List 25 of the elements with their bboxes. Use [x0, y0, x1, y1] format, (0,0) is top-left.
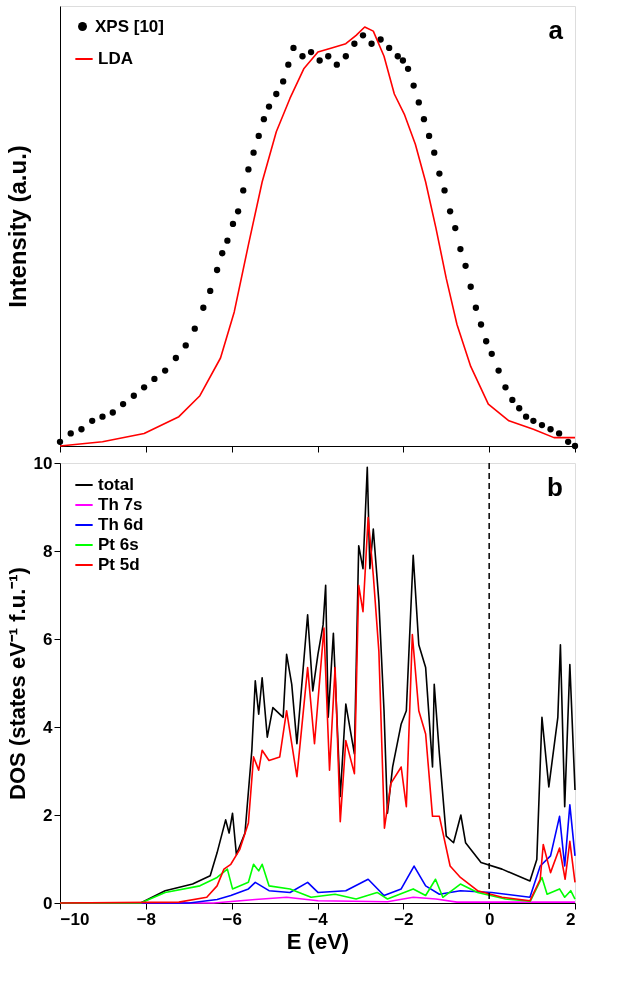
x-tick-label: 0 [484, 909, 495, 929]
y-tick-label: 10 [33, 453, 53, 473]
x-tick-label: −4 [308, 909, 329, 929]
x-tick-label: −10 [60, 909, 90, 929]
y-axis-title: Intensity (a.u.) [3, 145, 31, 308]
legend-label: Pt 5d [98, 555, 140, 574]
x-tick-label: −6 [222, 909, 242, 929]
legend-label: Pt 6s [98, 535, 139, 554]
legend-label: Th 7s [98, 495, 143, 514]
annotation: a [548, 15, 564, 45]
legend-label: LDA [98, 49, 133, 68]
y-tick-label: 2 [43, 805, 53, 825]
x-axis-title: E (eV) [286, 928, 350, 954]
legend-label: XPS [10] [95, 16, 164, 36]
x-tick-label: −8 [136, 909, 157, 929]
y-tick-label: 0 [43, 893, 53, 913]
annotation: b [547, 472, 563, 502]
x-tick-label: 2 [566, 909, 576, 929]
y-tick-label: 6 [43, 629, 53, 649]
y-tick-label: 8 [43, 541, 53, 561]
legend-label: total [98, 475, 134, 494]
y-tick-label: 4 [43, 717, 54, 737]
legend-label: Th 6d [98, 515, 144, 534]
x-tick-label: −2 [394, 909, 414, 929]
y-axis-title: DOS (states eV⁻¹ f.u.⁻¹) [4, 567, 30, 800]
